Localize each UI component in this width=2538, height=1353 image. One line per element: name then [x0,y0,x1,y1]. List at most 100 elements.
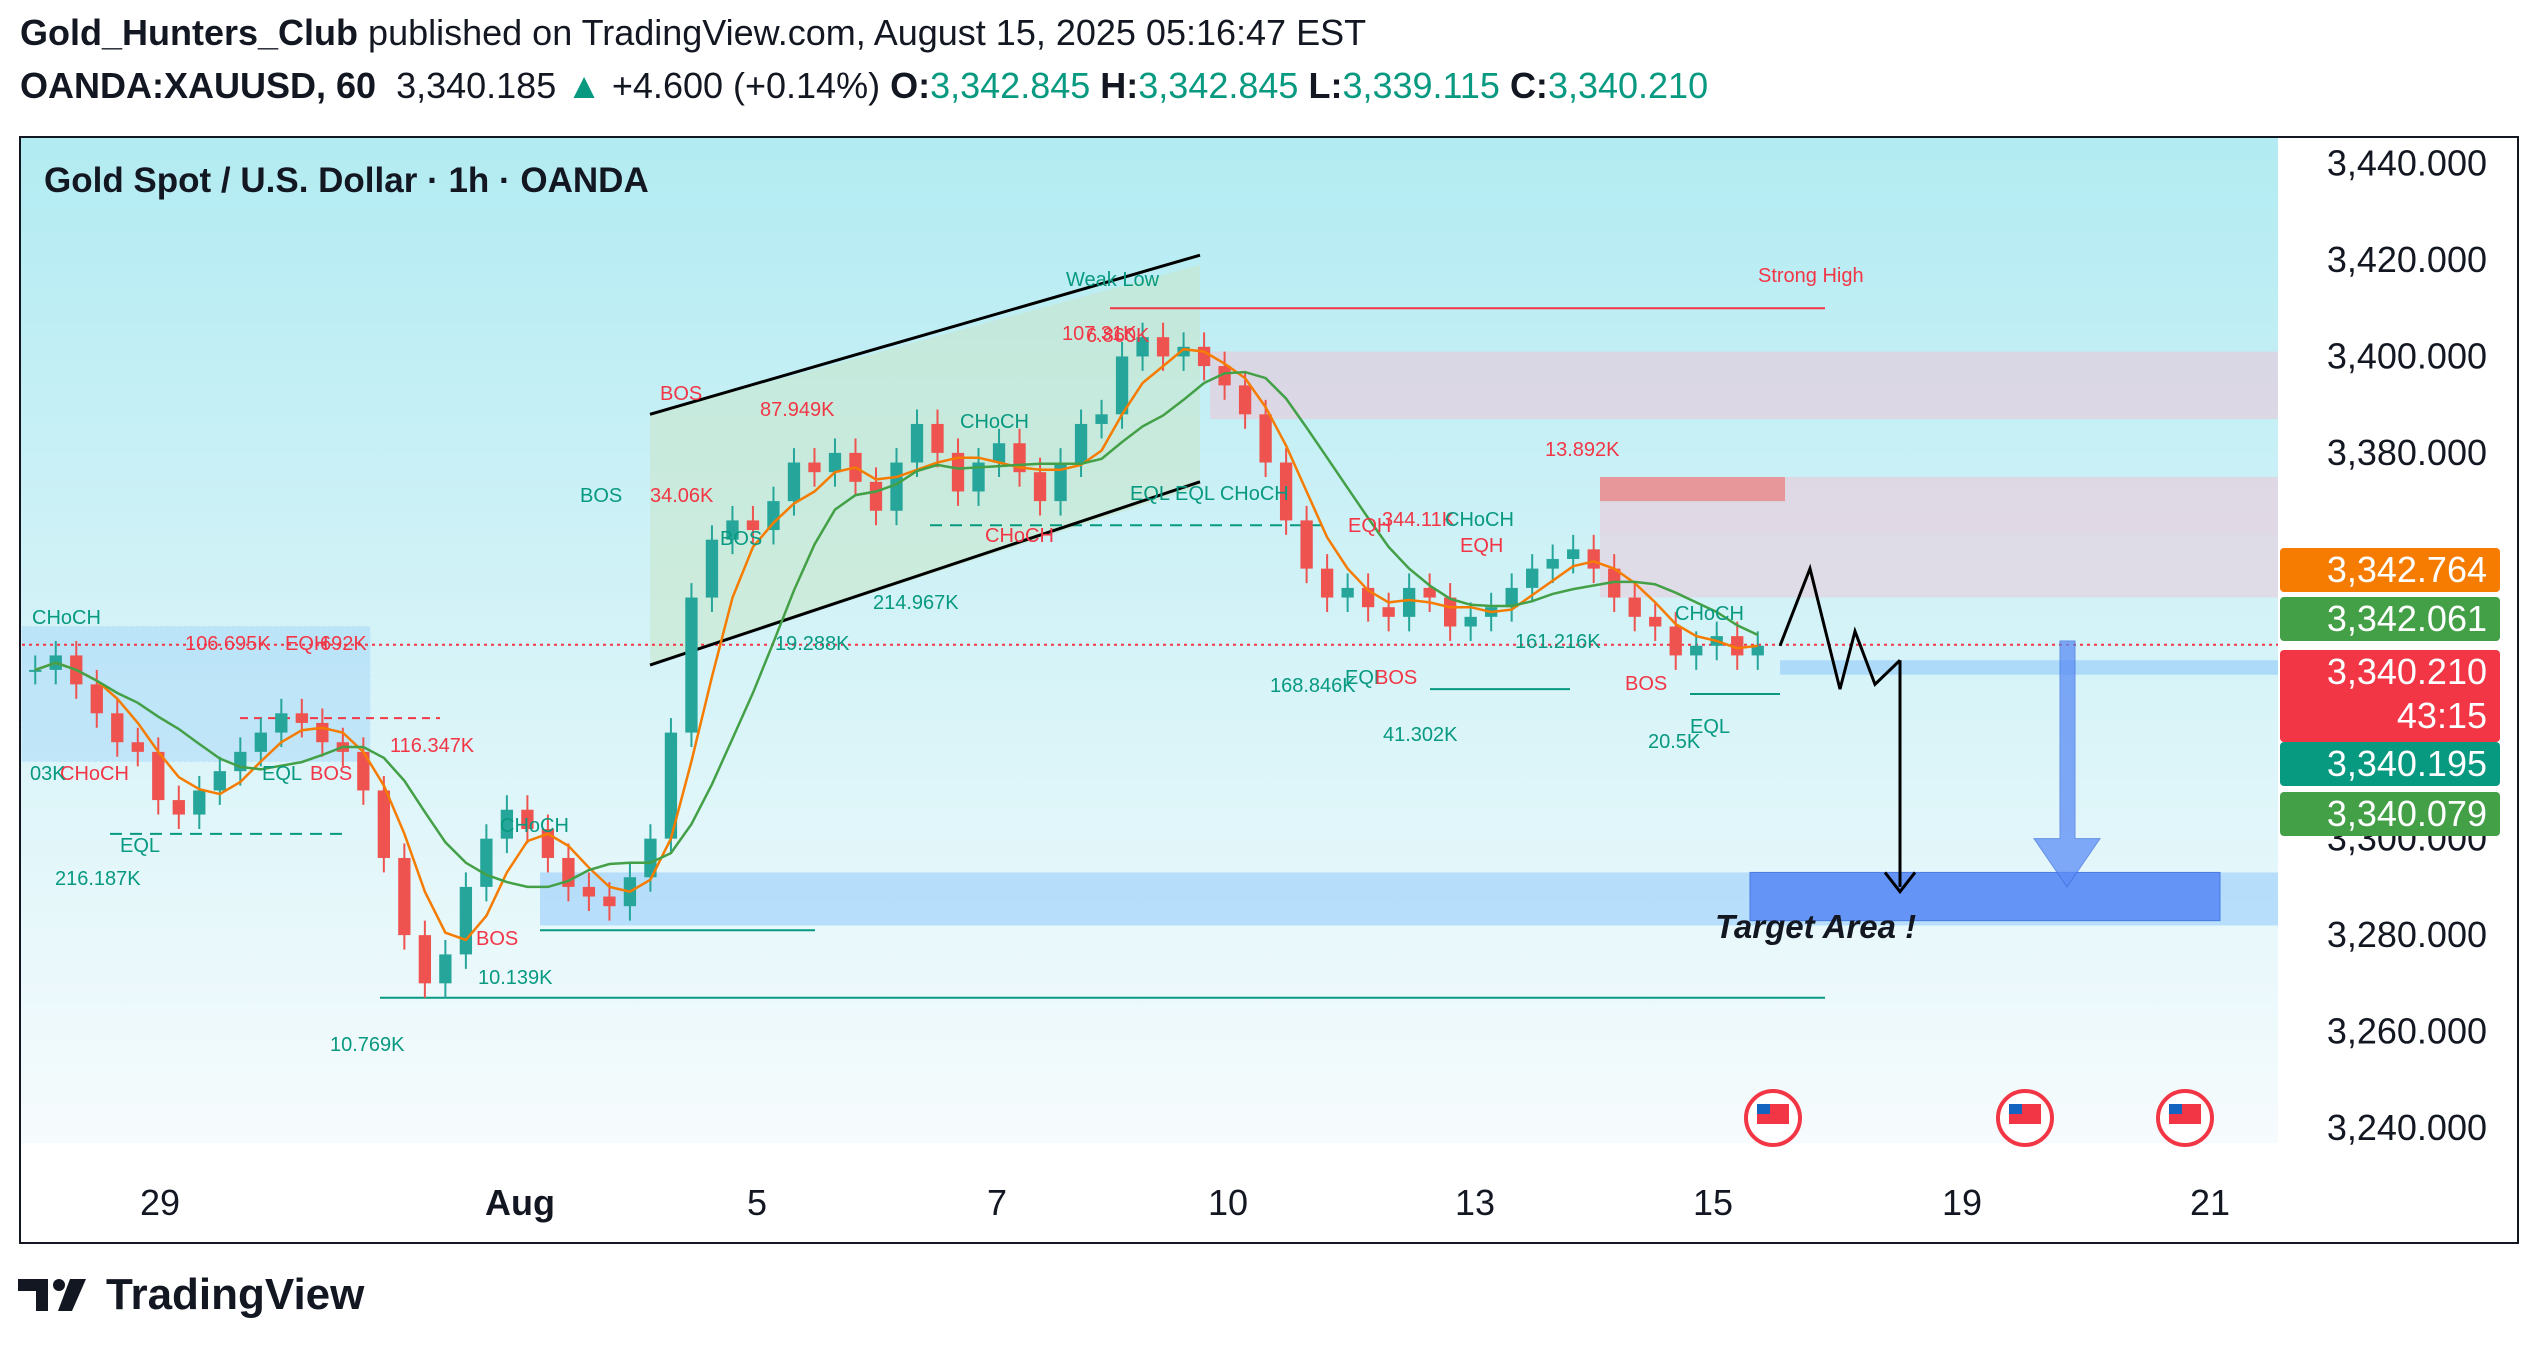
annotation-label: Strong High [1758,265,1864,287]
channel-fill [650,264,1200,666]
annotation-label: 13.892K [1545,439,1620,461]
candle-body [1402,587,1416,617]
last-price: 3,340.185 [396,65,557,106]
symbol-label[interactable]: OANDA:XAUUSD, 60 [20,65,377,106]
candle-body [172,800,185,815]
candle-body [1526,568,1539,588]
us-flag-canton [2009,1104,2022,1114]
candle-body [131,742,144,752]
candle-body [254,732,267,752]
price-tag-value: 3,340.079 [2327,793,2487,834]
chart-title: Gold Spot / U.S. Dollar · 1h · OANDA [44,161,649,200]
annotation-label: EQL [1345,667,1385,689]
candle-body [1669,626,1682,656]
ma-slow-line [34,370,1759,889]
low-value: 3,339.115 [1342,65,1500,106]
candle-body [152,751,165,801]
annotation-label: CHoCH [1675,603,1744,625]
author-name[interactable]: Gold_Hunters_Club [20,12,359,53]
publish-info: Gold_Hunters_Club published on TradingVi… [20,12,1366,54]
x-tick-label: 19 [1942,1182,1982,1223]
annotation-label: 168.846K [1270,675,1356,697]
candle-body [213,771,226,791]
price-tag [2280,548,2500,592]
us-flag-canton [2169,1104,2182,1114]
annotation-label: 6.860K [1086,325,1150,347]
candle-body [1197,346,1211,367]
annotation-label: 10.769K [330,1034,405,1056]
annotation-label: 214.967K [873,592,959,614]
ma-fast-line [34,347,1758,942]
candle-body [664,732,678,839]
annotation-label: CHoCH [500,815,569,837]
x-tick-label: 21 [2190,1182,2230,1223]
candle-body [29,669,42,672]
y-tick-label: 3,400.000 [2327,335,2487,376]
lines-layer [22,253,2278,999]
candle-body [357,751,370,791]
candle-body [500,809,514,839]
footer-brand: TradingView [106,1270,365,1319]
y-tick-label: 3,420.000 [2327,239,2487,280]
projection-zigzag [1778,563,1902,690]
candle-body [521,809,534,830]
close-value: 3,340.210 [1547,65,1709,106]
demand-zone-small [1780,660,2278,675]
price-tag-value: 3,340.195 [2327,743,2487,784]
candle-body [828,452,842,473]
chart-frame [19,136,2519,1244]
annotation-label: BOS [310,763,352,785]
y-tick-label: 3,380.000 [2327,432,2487,473]
candle-body [726,520,739,540]
range-box-left [21,625,371,763]
candle-body [398,857,411,936]
candle-body [1238,385,1252,415]
candle-body [1567,549,1580,559]
candle-body [1095,414,1108,424]
annotation-label: 20.5K [1648,731,1701,753]
up-arrow-icon: ▲ [566,65,602,106]
candle-body [1423,587,1436,598]
us-flag-canton [1757,1104,1770,1114]
x-tick-label: 10 [1208,1182,1248,1223]
x-tick-label: 29 [140,1182,180,1223]
candle-body [972,462,985,492]
candle-body [1033,472,1047,502]
annotation-label: 34.06K [650,485,714,507]
candles-layer [29,322,1764,998]
candle-body [439,954,452,984]
tradingview-footer[interactable]: TradingView [18,1270,364,1320]
zones-layer [21,264,2278,926]
annotation-label: BOS [1625,673,1667,695]
publish-text: published on TradingView.com, August 15,… [368,12,1367,53]
candle-body [1320,568,1334,598]
x-tick-label: 13 [1455,1182,1495,1223]
annotation-label: EQL [1130,483,1170,505]
annotation-label: 106.695K [185,633,271,655]
order-block-red [1600,477,1785,502]
price-change: +4.600 (+0.14%) [611,65,881,106]
tradingview-logo-icon [18,1279,86,1311]
annotation-label: 216.187K [55,868,141,890]
annotation-label: BOS [580,485,622,507]
annotation-label: 03K [30,763,66,785]
candle-body [603,896,616,907]
candle-body [275,713,288,733]
candle-body [111,713,124,743]
candle-body [890,462,903,511]
candle-body [1218,366,1231,386]
close-label: C: [1509,65,1548,106]
y-tick-label: 3,440.000 [2327,143,2487,184]
target-area-label: Target Area ! [1715,908,1916,945]
annotation-label: CHoCH [1445,509,1514,531]
y-tick-label: 3,260.000 [2327,1011,2487,1052]
annotation-label: 19.288K [775,633,850,655]
candle-body [1751,645,1764,656]
candle-body [1464,616,1477,627]
candle-body [295,713,308,723]
supply-zone-upper [1210,351,2278,420]
candle-body [1054,462,1067,502]
